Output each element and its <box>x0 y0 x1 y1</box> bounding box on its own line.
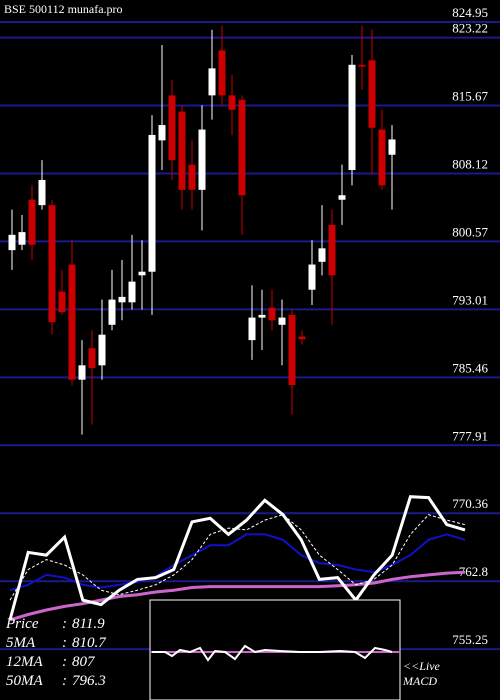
stat-value: 811.9 <box>72 616 105 632</box>
macd-panel <box>149 599 401 700</box>
candle-body <box>378 129 386 186</box>
candle-body <box>318 248 326 262</box>
candle-body <box>138 271 146 276</box>
macd-line <box>152 644 393 662</box>
candle-body <box>258 314 266 318</box>
candle-body <box>98 334 106 366</box>
candle-body <box>198 129 206 190</box>
candle-body <box>108 299 116 325</box>
candle-body <box>348 64 356 171</box>
y-tick-label: 793.01 <box>452 292 488 307</box>
chart-title: BSE 500112 munafa.pro <box>4 2 123 16</box>
candle-body <box>288 314 296 386</box>
stat-value: 796.3 <box>72 673 106 689</box>
candle-body <box>338 195 346 200</box>
stat-label: 50MA <box>6 673 43 689</box>
indicator-line <box>8 495 466 621</box>
y-tick-label: 800.57 <box>452 224 488 239</box>
y-tick-label: 824.95 <box>452 5 488 20</box>
candle-body <box>188 164 196 190</box>
stat-value: 810.7 <box>72 635 107 651</box>
indicator-line <box>9 533 466 592</box>
stat-label: 5MA <box>6 635 36 651</box>
indicator-line <box>9 570 466 622</box>
candle-body <box>278 317 286 325</box>
stat-separator: : <box>62 635 67 651</box>
candle-body <box>168 95 176 161</box>
indicator-lines <box>8 495 466 622</box>
candle-body <box>268 307 276 321</box>
candle-body <box>68 264 76 380</box>
candle-body <box>238 99 246 196</box>
candle-body <box>48 205 56 323</box>
candle-body <box>328 224 336 276</box>
candle-body <box>208 68 216 96</box>
candle-body <box>248 317 256 341</box>
candle-body <box>58 291 66 313</box>
candle-body <box>368 60 376 128</box>
candles <box>8 25 396 435</box>
y-tick-label: 777.91 <box>452 428 488 443</box>
y-tick-label: 785.46 <box>452 360 488 375</box>
candle-body <box>178 111 186 190</box>
candle-body <box>18 232 26 245</box>
stat-label: Price <box>5 616 39 632</box>
y-tick-label: 815.67 <box>452 89 488 104</box>
macd-label: MACD <box>402 674 437 688</box>
candle-body <box>78 365 86 380</box>
candle-body <box>128 281 136 303</box>
y-tick-label: 762.8 <box>459 564 488 579</box>
candle-body <box>158 125 166 141</box>
live-label: <<Live <box>403 659 441 673</box>
candle-body <box>218 50 226 96</box>
y-tick-label: 808.12 <box>452 156 488 171</box>
y-tick-label: 823.22 <box>452 21 488 36</box>
candle-body <box>28 199 36 245</box>
candle-body <box>308 264 316 290</box>
candle-body <box>298 336 306 340</box>
stat-separator: : <box>62 673 67 689</box>
candle-body <box>388 139 396 155</box>
stat-separator: : <box>62 654 67 670</box>
candle-body <box>228 95 236 110</box>
stat-label: 12MA <box>6 654 43 670</box>
candle-body <box>88 348 96 368</box>
candle-body <box>38 179 46 206</box>
y-tick-label: 770.36 <box>452 496 488 511</box>
candle-body <box>358 64 366 67</box>
stat-value: 807 <box>72 654 96 670</box>
stat-separator: : <box>62 616 67 632</box>
candle-body <box>118 296 126 303</box>
candle-body <box>148 134 156 272</box>
y-tick-label: 755.25 <box>452 632 488 647</box>
candle-body <box>8 234 16 251</box>
